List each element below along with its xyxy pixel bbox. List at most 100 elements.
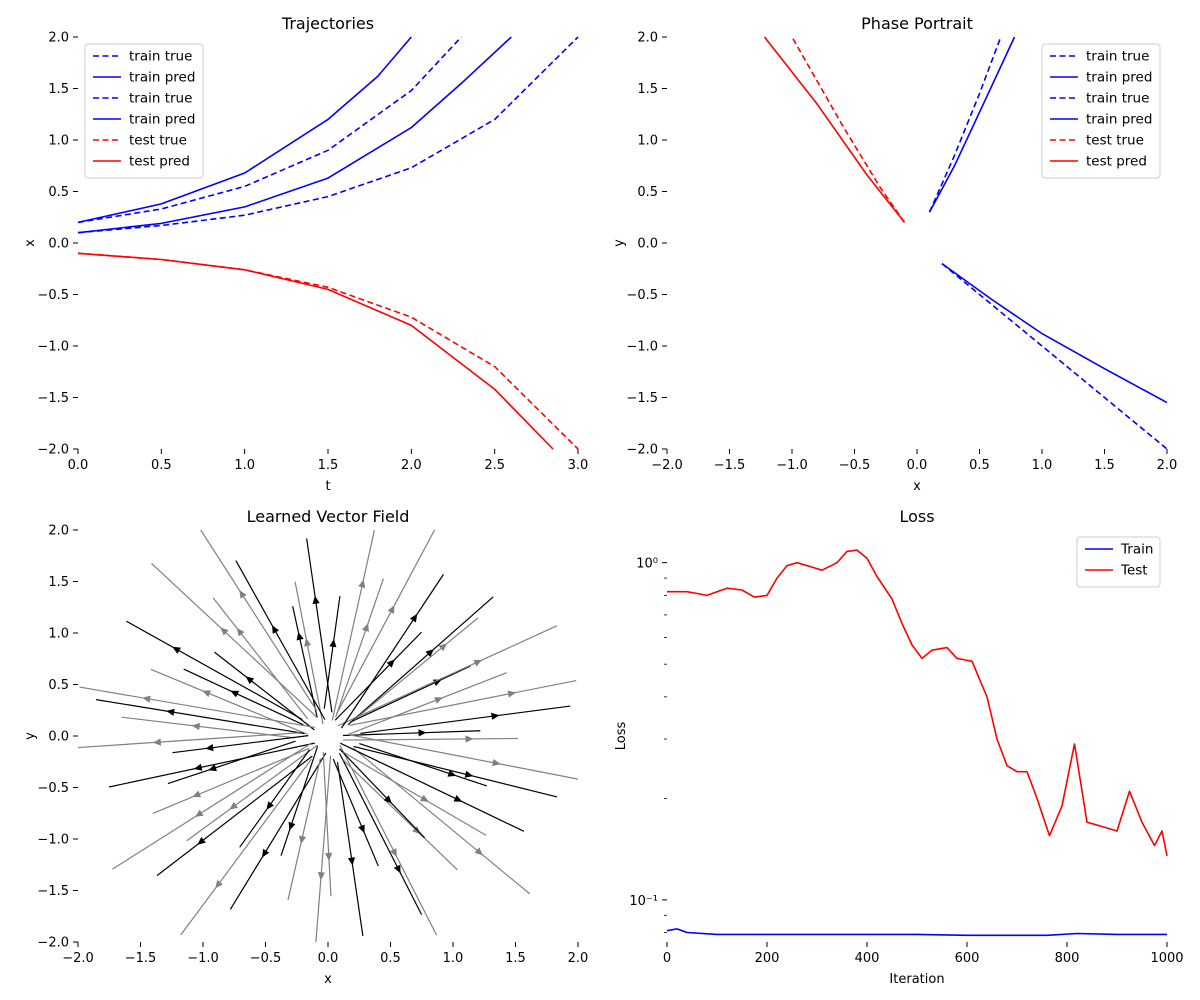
series-line-Train-0 [666,928,1167,937]
y-axis-label: y [23,732,38,740]
streamline [350,665,471,723]
streamline [353,745,558,798]
streamline [336,530,436,715]
y-tick-label: −1.5 [37,884,69,899]
streamlines [78,530,578,942]
y-tick-label: 0.5 [637,185,658,200]
y-tick-label: 0.0 [48,730,69,745]
stream-arrow [492,759,501,767]
series-line-train-pred-1 [77,36,412,224]
streamline [112,743,311,870]
streamline [334,578,384,718]
y-tick-label: −1.0 [37,340,69,355]
streamline [108,742,315,788]
streamline [347,596,494,726]
x-tick-label: −2.0 [651,458,683,473]
stream-arrow [387,605,395,614]
vector-field-panel: Learned Vector Field −2.0 −1.5 −1.0 −0.5 0.0… [23,507,588,987]
stream-arrow [412,826,421,835]
streamline [229,752,327,910]
series-line-train-pred-3 [941,262,1168,404]
y-tick-label: −1.0 [626,340,658,355]
streamline [341,574,444,729]
y-tick-label: 10⁰ [636,557,658,572]
x-axis-label: t [325,479,330,494]
x-axis-label: x [324,972,332,987]
streamline [342,730,481,737]
stream-arrow [152,738,161,746]
stream-arrow [172,646,181,654]
stream-arrow [420,794,429,802]
stream-arrow [142,695,151,703]
streamline [336,761,364,936]
stream-arrow [197,836,206,845]
stream-arrow [347,857,355,866]
x-tick-label: −0.5 [839,458,871,473]
phase-portrait-panel: Phase Portrait −2.0 −1.5 −1.0 −0.5 0.0 0.5 1.0… [612,14,1177,494]
stream-arrow [299,835,307,845]
series-line-train-pred-3 [77,36,512,234]
streamline [359,743,488,787]
y-tick-label: 0.0 [48,237,69,252]
x-tick-label: 800 [1055,951,1080,966]
x-tick-label: 1.0 [1032,458,1053,473]
streamline [315,755,332,942]
stream-arrow [464,770,474,778]
stream-arrow [393,864,401,874]
streamline [183,668,304,726]
y-tick-label: 1.5 [637,82,658,97]
streamline [342,751,487,836]
stream-arrow [312,595,320,605]
y-tick-label: −1.5 [626,391,658,406]
stream-arrow [166,708,175,716]
stream-arrow [317,872,325,881]
stream-arrow [304,638,312,647]
stream-arrow [438,643,448,652]
stream-arrow [358,824,365,834]
y-tick-label: −0.5 [37,781,69,796]
series-line-train-true-2 [77,36,579,234]
y-tick-label: 1.5 [48,575,69,590]
streamline [126,620,303,720]
streamline [306,538,333,713]
series-line-test-pred-5 [77,252,554,450]
streamline [322,752,332,897]
loss-plot-area: 0 200 400 600 800 1000 Iteration Loss Train Test 1… [614,536,1184,987]
streamline [292,606,318,718]
streamline [186,744,319,842]
y-tick-label: −0.5 [626,288,658,303]
y-tick-label: −2.0 [37,936,69,951]
series-line-train-pred-1 [928,36,1016,213]
streamline [349,679,577,727]
x-tick-label: −1.5 [125,951,157,966]
x-tick-label: −1.0 [776,458,808,473]
streamline [156,755,313,877]
legend-label: train true [1086,91,1149,107]
stream-arrow [229,801,238,810]
series-line-Test-1 [667,549,1168,857]
stream-arrow [208,764,217,772]
x-tick-label: 0.5 [969,458,990,473]
x-tick-label: 1.0 [443,951,464,966]
stream-arrow [362,623,369,632]
stream-arrow [266,801,274,810]
stream-arrow [215,879,223,889]
x-tick-label: 600 [955,951,980,966]
y-axis-label: y [612,239,627,247]
legend-label: train true [1086,49,1149,65]
y-axis-label: x [23,239,38,247]
stream-arrow [425,649,434,658]
trajectories-panel: Trajectories 0.0 0.5 1.0 1.5 2.0 2.5 3.0 −2.0 −1… [23,14,588,494]
y-tick-label: −1.5 [37,391,69,406]
stream-arrow [473,659,483,667]
streamline [200,530,318,711]
streamline [338,752,423,916]
x-axis-label: x [913,479,921,494]
y-tick-label: 10⁻¹ [629,894,658,909]
stream-arrow [245,676,255,685]
stream-arrow [325,852,333,861]
stream-arrow [220,627,229,636]
y-tick-label: −0.5 [37,288,69,303]
legend-label: test true [129,133,187,149]
series-line-test-true-4 [791,36,906,223]
